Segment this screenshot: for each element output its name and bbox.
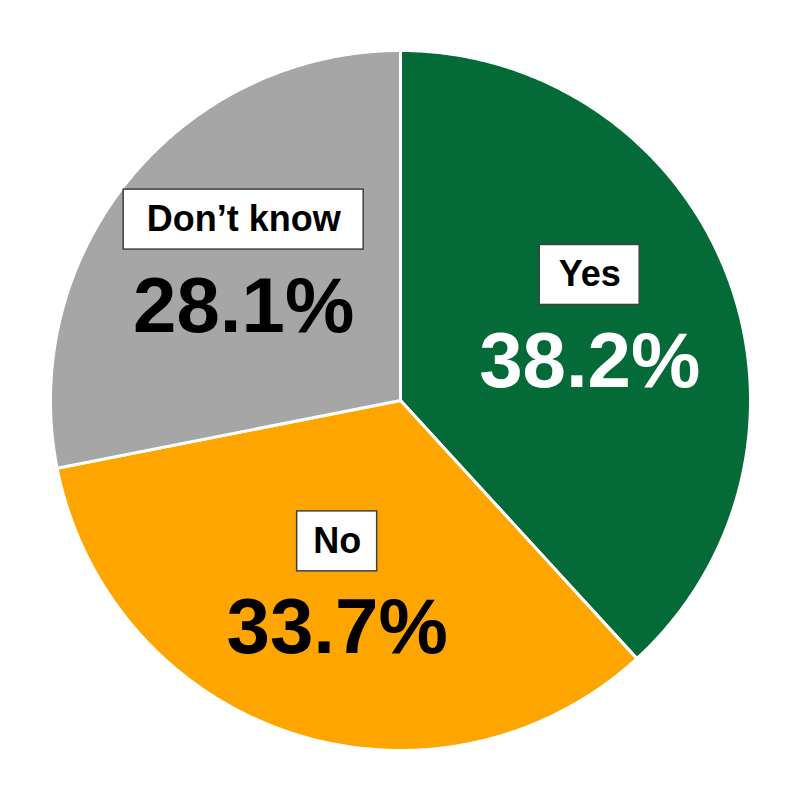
svg-text:Don’t know: Don’t know (147, 198, 342, 239)
svg-text:28.1%: 28.1% (133, 261, 354, 349)
svg-text:Yes: Yes (559, 253, 621, 294)
svg-text:33.7%: 33.7% (227, 582, 448, 670)
svg-text:38.2%: 38.2% (479, 316, 700, 404)
svg-text:No: No (313, 520, 361, 561)
